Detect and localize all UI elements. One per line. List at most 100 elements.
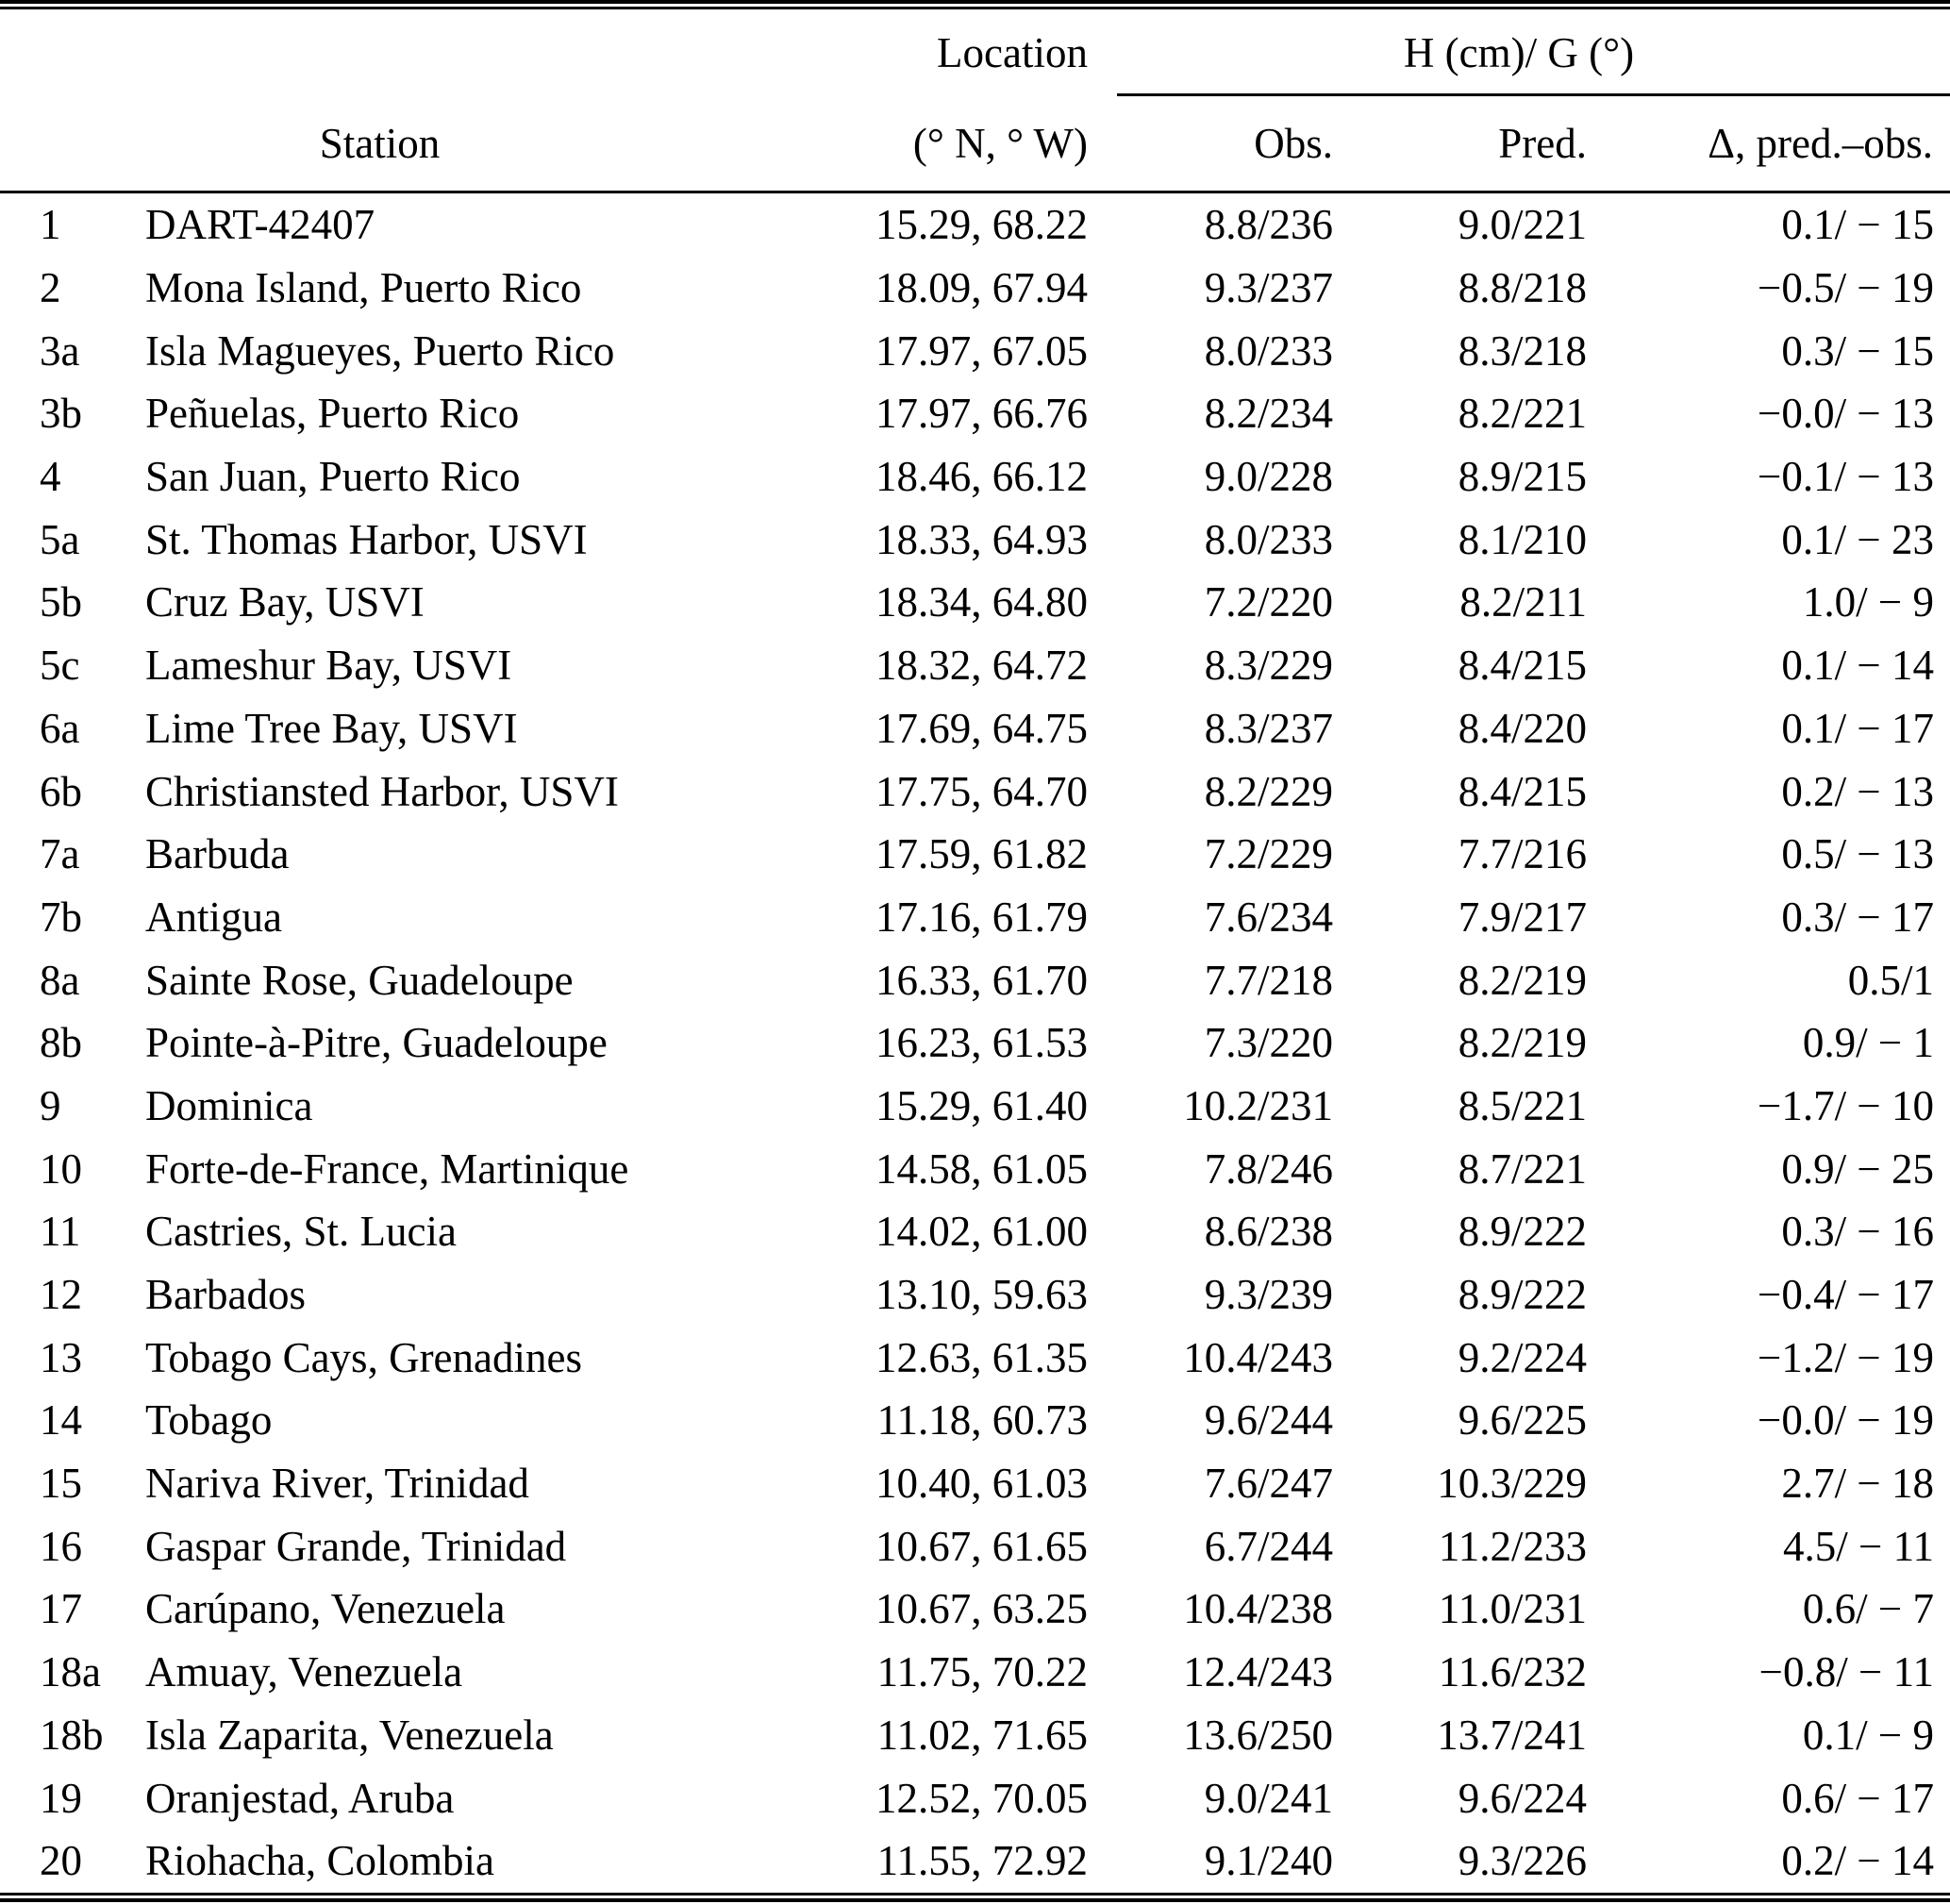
station-location: 12.63, 61.35 xyxy=(875,1333,1088,1381)
table-row: 5b Cruz Bay, USVI 18.34, 64.80 7.2/220 8… xyxy=(0,571,1950,634)
station-name: Oranjestad, Aruba xyxy=(145,1774,455,1822)
station-name: Amuay, Venezuela xyxy=(145,1648,463,1696)
station-id: 18a xyxy=(40,1648,101,1696)
table-row: 4 San Juan, Puerto Rico 18.46, 66.12 9.0… xyxy=(0,445,1950,509)
station-location: 15.29, 61.40 xyxy=(875,1081,1088,1129)
pred-value: 9.2/224 xyxy=(1458,1333,1587,1381)
delta-value: −0.0/ − 19 xyxy=(1757,1396,1934,1445)
station-id: 8a xyxy=(40,956,80,1004)
header-location-units: (° N, ° W) xyxy=(759,96,1088,193)
delta-value: 0.3/ − 16 xyxy=(1781,1208,1934,1256)
pred-value: 8.2/221 xyxy=(1458,390,1587,438)
table-header: Location H (cm)/ G (°) Station (° N, ° W… xyxy=(0,9,1950,193)
header-delta: Δ, pred.–obs. xyxy=(1587,96,1950,193)
delta-value: 0.2/ − 14 xyxy=(1781,1837,1934,1885)
station-id: 1 xyxy=(40,201,61,249)
pred-value: 9.6/225 xyxy=(1458,1396,1587,1445)
station-location: 17.16, 61.79 xyxy=(875,893,1088,941)
station-location: 17.75, 64.70 xyxy=(875,767,1088,815)
delta-value: 0.1/ − 9 xyxy=(1802,1711,1934,1759)
obs-value: 9.3/237 xyxy=(1204,264,1333,312)
top-rule-inner xyxy=(0,7,1950,9)
table-body: 1 DART-42407 15.29, 68.22 8.8/236 9.0/22… xyxy=(0,192,1950,1893)
table-row: 8a Sainte Rose, Guadeloupe 16.33, 61.70 … xyxy=(0,948,1950,1011)
station-location: 18.34, 64.80 xyxy=(875,578,1088,626)
station-location: 18.46, 66.12 xyxy=(875,453,1088,501)
station-id: 5c xyxy=(40,642,80,690)
header-h-g-label: H (cm)/ G (°) xyxy=(1403,29,1635,76)
station-location: 14.02, 61.00 xyxy=(875,1208,1088,1256)
table-row: 11 Castries, St. Lucia 14.02, 61.00 8.6/… xyxy=(0,1200,1950,1263)
station-name: Isla Zaparita, Venezuela xyxy=(145,1711,554,1759)
delta-value: 0.1/ − 23 xyxy=(1781,515,1934,563)
obs-value: 12.4/243 xyxy=(1183,1648,1333,1696)
station-id: 11 xyxy=(40,1208,81,1256)
table-row: 3a Isla Magueyes, Puerto Rico 17.97, 67.… xyxy=(0,319,1950,382)
station-name: Lameshur Bay, USVI xyxy=(145,642,512,690)
obs-value: 8.8/236 xyxy=(1204,201,1333,249)
station-id: 2 xyxy=(40,264,61,312)
table-row: 6b Christiansted Harbor, USVI 17.75, 64.… xyxy=(0,760,1950,823)
delta-value: 0.6/ − 7 xyxy=(1802,1585,1934,1633)
pred-value: 9.0/221 xyxy=(1458,201,1587,249)
pred-value: 8.3/218 xyxy=(1458,326,1587,375)
table-row: 13 Tobago Cays, Grenadines 12.63, 61.35 … xyxy=(0,1326,1950,1389)
station-name: Nariva River, Trinidad xyxy=(145,1460,529,1508)
station-id: 7a xyxy=(40,830,80,878)
pred-value: 8.4/220 xyxy=(1458,704,1587,752)
station-name: Forte-de-France, Martinique xyxy=(145,1144,629,1193)
obs-value: 8.0/233 xyxy=(1204,326,1333,375)
delta-value: 0.1/ − 17 xyxy=(1781,704,1934,752)
header-obs: Obs. xyxy=(1088,96,1333,193)
header-spacer xyxy=(0,9,759,96)
table-row: 9 Dominica 15.29, 61.40 10.2/231 8.5/221… xyxy=(0,1075,1950,1138)
obs-value: 8.6/238 xyxy=(1204,1208,1333,1256)
table-row: 6a Lime Tree Bay, USVI 17.69, 64.75 8.3/… xyxy=(0,697,1950,760)
station-location: 11.55, 72.92 xyxy=(876,1837,1088,1885)
station-id: 15 xyxy=(40,1460,82,1508)
header-location: Location xyxy=(937,29,1088,76)
station-id: 7b xyxy=(40,893,82,941)
station-id: 18b xyxy=(40,1711,104,1759)
pred-value: 11.6/232 xyxy=(1438,1648,1587,1696)
station-location: 14.58, 61.05 xyxy=(875,1144,1088,1193)
obs-value: 10.2/231 xyxy=(1183,1081,1333,1129)
station-location: 16.23, 61.53 xyxy=(875,1019,1088,1067)
group-underline-rule xyxy=(1117,93,1950,96)
station-location: 11.75, 70.22 xyxy=(876,1648,1088,1696)
header-pred: Pred. xyxy=(1333,96,1587,193)
obs-value: 10.4/238 xyxy=(1183,1585,1333,1633)
station-name: Pointe-à-Pitre, Guadeloupe xyxy=(145,1019,608,1067)
table-row: 7b Antigua 17.16, 61.79 7.6/234 7.9/217 … xyxy=(0,886,1950,949)
delta-value: 4.5/ − 11 xyxy=(1783,1522,1934,1570)
table-row: 14 Tobago 11.18, 60.73 9.6/244 9.6/225 −… xyxy=(0,1389,1950,1452)
station-location: 18.32, 64.72 xyxy=(875,642,1088,690)
station-name: Peñuelas, Puerto Rico xyxy=(145,390,520,438)
station-name: San Juan, Puerto Rico xyxy=(145,453,521,501)
station-location: 10.67, 63.25 xyxy=(875,1585,1088,1633)
pred-value: 8.4/215 xyxy=(1458,642,1587,690)
delta-value: −0.5/ − 19 xyxy=(1757,264,1934,312)
table-row: 18b Isla Zaparita, Venezuela 11.02, 71.6… xyxy=(0,1704,1950,1767)
station-location: 17.97, 67.05 xyxy=(875,326,1088,375)
table-row: 17 Carúpano, Venezuela 10.67, 63.25 10.4… xyxy=(0,1578,1950,1641)
station-id: 5a xyxy=(40,515,80,563)
station-name: Castries, St. Lucia xyxy=(145,1208,457,1256)
delta-value: −1.7/ − 10 xyxy=(1757,1081,1934,1129)
obs-value: 8.2/229 xyxy=(1204,767,1333,815)
station-id: 19 xyxy=(40,1774,82,1822)
table-row: 2 Mona Island, Puerto Rico 18.09, 67.94 … xyxy=(0,257,1950,320)
delta-value: 0.1/ − 15 xyxy=(1781,201,1934,249)
station-id: 14 xyxy=(40,1396,82,1445)
table-row: 16 Gaspar Grande, Trinidad 10.67, 61.65 … xyxy=(0,1514,1950,1578)
pred-value: 9.6/224 xyxy=(1458,1774,1587,1822)
obs-value: 7.3/220 xyxy=(1204,1019,1333,1067)
pred-value: 8.1/210 xyxy=(1458,515,1587,563)
station-location: 10.67, 61.65 xyxy=(875,1522,1088,1570)
table-row: 1 DART-42407 15.29, 68.22 8.8/236 9.0/22… xyxy=(0,192,1950,257)
pred-value: 8.2/219 xyxy=(1458,956,1587,1004)
obs-value: 7.7/218 xyxy=(1204,956,1333,1004)
pred-value: 8.2/219 xyxy=(1458,1019,1587,1067)
pred-value: 11.2/233 xyxy=(1438,1522,1587,1570)
delta-value: −0.4/ − 17 xyxy=(1757,1271,1934,1319)
